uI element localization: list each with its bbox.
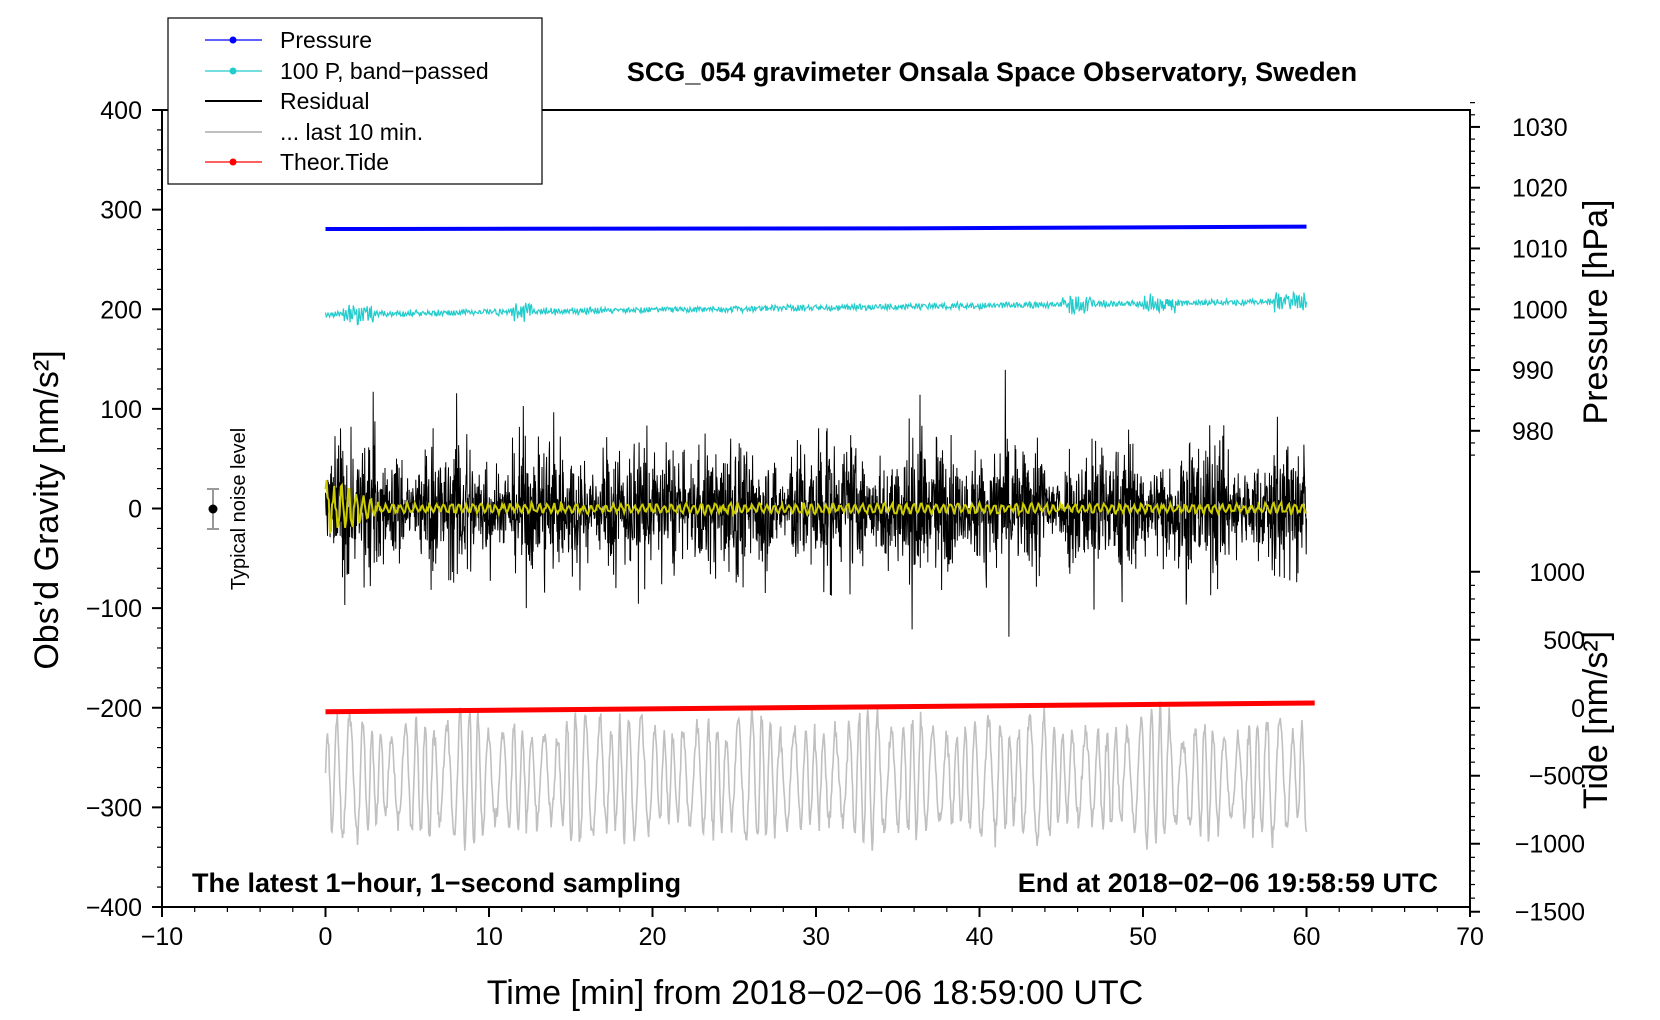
- x-tick-label: 30: [802, 923, 830, 951]
- noise-level-marker: [207, 488, 219, 530]
- legend-item-pressure: Pressure: [205, 27, 372, 53]
- y-tick-label: 100: [100, 396, 142, 424]
- legend-label-theor-tide: Theor.Tide: [280, 149, 389, 175]
- series-theor-tide: [325, 700, 1315, 715]
- legend: Pressure 100 P, band−passed Residual ...…: [167, 17, 543, 185]
- legend-label-band-passed: 100 P, band−passed: [280, 58, 489, 84]
- y-tick-label: 0: [128, 496, 142, 524]
- series-residual: [325, 369, 1307, 637]
- tide-tick-label: 0: [1571, 695, 1585, 723]
- series-band-passed: [324, 290, 1308, 326]
- x-tick-label: −10: [141, 923, 183, 951]
- x-tick-label: 50: [1129, 923, 1157, 951]
- legend-label-pressure: Pressure: [280, 27, 372, 53]
- pressure-tick-label: 1030: [1512, 114, 1568, 142]
- y-tick-label: −100: [86, 595, 142, 623]
- y-tick-label: −200: [86, 695, 142, 723]
- legend-item-theor-tide: Theor.Tide: [205, 149, 389, 175]
- annotation-end-time: End at 2018−02−06 19:58:59 UTC: [1018, 868, 1438, 898]
- x-tick-label: 60: [1293, 923, 1321, 951]
- y-axis-title-left: Obs’d Gravity [nm/s²]: [28, 350, 66, 669]
- tide-tick-label: −1500: [1515, 899, 1585, 927]
- x-tick-label: 40: [966, 923, 994, 951]
- series-layer: [324, 224, 1315, 851]
- pressure-tick-label: 1000: [1512, 296, 1568, 324]
- x-tick-label: 20: [639, 923, 667, 951]
- x-axis-title: Time [min] from 2018−02−06 18:59:00 UTC: [487, 974, 1143, 1012]
- y-axis-title-pressure: Pressure [hPa]: [1577, 200, 1615, 425]
- chart-title: SCG_054 gravimeter Onsala Space Observat…: [627, 57, 1357, 87]
- y-tick-label: −400: [86, 894, 142, 922]
- pressure-tick-label: 1020: [1512, 175, 1568, 203]
- x-tick-label: 10: [475, 923, 503, 951]
- legend-item-residual: Residual: [205, 88, 370, 114]
- series-smoothed: [324, 480, 1307, 535]
- y-tick-label: 400: [100, 97, 142, 125]
- pressure-tick-label: 990: [1512, 357, 1554, 385]
- tide-tick-label: −500: [1529, 763, 1585, 791]
- tick-layer: −10 0 10 20 30 40 50 60 704003002001000−100−200−…: [86, 97, 1585, 951]
- pressure-tick-label: 1010: [1512, 235, 1568, 263]
- tide-tick-label: 500: [1543, 627, 1585, 655]
- legend-label-residual: Residual: [280, 88, 370, 114]
- legend-item-band-passed: 100 P, band−passed: [205, 58, 489, 84]
- y-tick-label: 200: [100, 296, 142, 324]
- series-pressure: [325, 224, 1307, 231]
- tide-tick-label: −1000: [1515, 831, 1585, 859]
- y-tick-label: 300: [100, 197, 142, 225]
- x-tick-label: 70: [1456, 923, 1484, 951]
- noise-level-label: Typical noise level: [228, 428, 250, 590]
- annotation-sampling: The latest 1−hour, 1−second sampling: [192, 868, 681, 898]
- series-last-10-min: [324, 701, 1308, 851]
- tide-tick-label: 1000: [1529, 559, 1585, 587]
- y-axis-title-tide: Tide [nm/s²]: [1577, 631, 1615, 809]
- legend-item-last-10-min: ... last 10 min.: [205, 119, 423, 145]
- legend-label-last-10-min: ... last 10 min.: [280, 119, 423, 145]
- x-tick-label: 0: [319, 923, 333, 951]
- pressure-tick-label: 980: [1512, 418, 1554, 446]
- y-tick-label: −300: [86, 794, 142, 822]
